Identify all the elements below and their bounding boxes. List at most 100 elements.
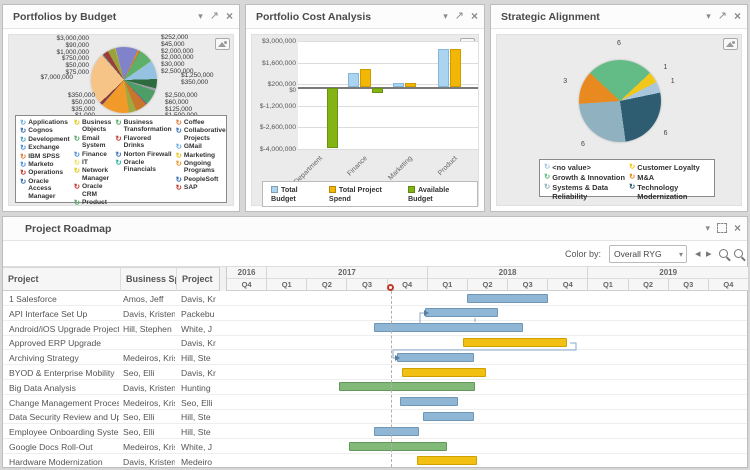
bar-total-project-spend[interactable] [404, 82, 416, 88]
bar-available-budget[interactable] [326, 88, 338, 149]
scroll-right-icon[interactable]: ▸ [706, 248, 712, 260]
gantt-bar[interactable] [463, 337, 567, 347]
export-image-icon[interactable] [723, 38, 738, 50]
project-row[interactable]: Employee Onboarding System Set-Up Seo, El… [3, 424, 747, 440]
panel-expand-icon[interactable]: ↗ [717, 10, 727, 22]
legend-item[interactable]: ↻ Development [20, 135, 70, 143]
legend-item[interactable]: ↻ Coffee [176, 119, 226, 127]
legend-item[interactable]: ↻ M&A [629, 173, 710, 182]
legend-item[interactable]: ↻ Customer Loyalty [629, 163, 710, 172]
column-header-project[interactable]: Project [3, 268, 121, 292]
project-row[interactable]: Archiving Strategy Medeiros, Kristyn Hill,… [3, 350, 747, 366]
legend-item[interactable]: ↻ GMail [175, 142, 226, 152]
legend-item[interactable]: ↻ Flavored Drinks [115, 135, 171, 150]
bar-total-budget[interactable] [392, 82, 404, 88]
export-image-icon[interactable] [215, 38, 230, 50]
panel-menu-caret-icon[interactable]: ▾ [443, 11, 448, 21]
panel-close-icon[interactable]: × [733, 9, 741, 23]
alignment-pie[interactable] [579, 60, 661, 142]
color-by-select[interactable]: Overall RYG ▾ [609, 245, 687, 263]
pie-value-label: $350,000 [67, 92, 95, 99]
column-header-business-sponsor[interactable]: Business Spon [121, 268, 177, 292]
panel-menu-caret-icon[interactable]: ▾ [706, 11, 711, 21]
panel-header: Portfolio Cost Analysis ▾ ↗ × [246, 5, 484, 29]
project-row[interactable]: Big Data Analysis Davis, Kristen Hunting [3, 380, 747, 395]
gantt-bar[interactable] [338, 382, 476, 392]
bar-total-budget[interactable] [347, 73, 359, 88]
gantt-bar[interactable] [417, 456, 478, 466]
bar-total-project-spend[interactable] [449, 49, 461, 88]
project-row[interactable]: Hardware Modernization Davis, Kristen Mede… [3, 454, 747, 467]
legend-item[interactable]: ↻ Oracle Financials [115, 159, 171, 174]
gantt-bar[interactable] [397, 352, 474, 362]
legend-item[interactable]: ↻ Business Transformation [115, 119, 171, 134]
panel-expand-icon[interactable]: ↗ [454, 10, 464, 22]
legend-item[interactable]: Total Budget [271, 185, 319, 203]
project-row[interactable]: 1 Salesforce Amos, Jeff Davis, Kr [3, 291, 747, 306]
panel-menu-caret-icon[interactable]: ▾ [705, 223, 710, 233]
legend-item[interactable]: ↻ Network Manager [74, 167, 112, 182]
today-marker-dot[interactable] [387, 284, 395, 291]
project-row[interactable]: Change Management Process Rollout Medeiro… [3, 395, 747, 410]
legend-item[interactable]: ↻ Oracle Access Manager [20, 178, 70, 200]
project-row[interactable]: Approved ERP Upgrade Davis, Kr [3, 335, 747, 351]
legend-item[interactable]: ↻ SAP [176, 184, 226, 192]
gantt-bar[interactable] [373, 426, 420, 436]
legend-item[interactable]: ↻ Systems & Data Reliability [544, 183, 625, 201]
bar-total-budget[interactable] [437, 49, 449, 88]
legend-item[interactable]: Total Project Spend [328, 185, 398, 203]
panel-menu-caret-icon[interactable]: ▾ [198, 11, 203, 21]
legend-item[interactable]: ↻ PeopleSoft [176, 175, 226, 183]
bar-total-project-spend[interactable] [359, 68, 371, 88]
scroll-left-icon[interactable]: ◂ [695, 248, 701, 260]
column-header-project-manager[interactable]: Project [182, 274, 213, 284]
gantt-bar[interactable] [348, 441, 448, 451]
zoom-in-icon[interactable] [734, 249, 743, 258]
legend-item[interactable]: ↻ Marketo [20, 161, 70, 169]
legend-item[interactable]: ↻ Business Objects [74, 119, 112, 134]
budget-legend: ↻ Applications ↻ Cognos ↻ Development ↻ Exchang… [15, 115, 227, 207]
legend-item[interactable]: ↻ Norton Firewall [115, 150, 171, 158]
legend-item[interactable]: ↻ Ongoing Programs [176, 160, 226, 175]
legend-item[interactable]: ↻ Product [74, 199, 112, 207]
project-row[interactable]: API Interface Set Up Davis, Kristen Packeb… [3, 306, 747, 321]
legend-label: Applications [28, 119, 68, 126]
legend-item[interactable]: ↻ <no value> [544, 163, 625, 172]
business-sponsor-cell: Davis, Kristen [123, 382, 175, 393]
legend-item[interactable]: ↻ Email System [74, 135, 112, 150]
legend-item[interactable]: ↻ Finance [74, 150, 112, 158]
legend-item[interactable]: ↻ Cognos [20, 127, 70, 135]
project-row[interactable]: Android/iOS Upgrade Project Hill, Stephen… [3, 321, 747, 336]
gantt-bar[interactable] [423, 411, 474, 421]
budget-pie[interactable] [91, 47, 157, 113]
bar-available-budget[interactable] [371, 88, 383, 93]
panel-restore-icon[interactable] [716, 223, 727, 233]
zoom-out-icon[interactable] [719, 249, 728, 258]
legend-item[interactable]: ↻ Operations [20, 169, 70, 177]
legend-item[interactable]: ↻ Oracle CRM [74, 183, 112, 198]
legend-item[interactable]: ↻ IBM SPSS [20, 152, 70, 160]
gantt-bar[interactable] [466, 293, 549, 303]
legend-item[interactable]: ↻ Growth & Innovation [544, 173, 625, 182]
panel-close-icon[interactable]: × [470, 9, 478, 23]
panel-close-icon[interactable]: × [225, 9, 233, 23]
panel-close-icon[interactable]: × [733, 221, 741, 235]
legend-item[interactable]: ↻ Applications [20, 119, 70, 127]
project-row[interactable]: Google Docs Roll-Out Medeiros, Kristyn Whi… [3, 439, 747, 454]
panel-expand-icon[interactable]: ↗ [209, 10, 219, 22]
legend-item[interactable]: ↻ Marketing [176, 151, 226, 159]
legend-item[interactable]: Available Budget [407, 185, 469, 203]
legend-item[interactable]: ↻ Technology Modernization [629, 183, 710, 201]
gantt-bar[interactable] [400, 397, 459, 407]
gantt-bar[interactable] [425, 308, 499, 318]
legend-item[interactable]: ↻ IT [74, 159, 112, 167]
legend-swatch-icon: ↻ [175, 142, 182, 152]
legend-item[interactable]: ↻ Collaborative Projects [176, 127, 226, 142]
project-row[interactable]: Data Security Review and Upgrade Seo, Ell… [3, 409, 747, 425]
project-row[interactable]: BYOD & Enterprise Mobility Seo, Elli Davis… [3, 365, 747, 380]
project-name-cell: Approved ERP Upgrade [9, 338, 102, 349]
legend-item[interactable]: ↻ Exchange [20, 144, 70, 152]
legend-label: PeopleSoft [183, 175, 219, 183]
gantt-bar[interactable] [373, 323, 523, 333]
gantt-bar[interactable] [402, 367, 486, 377]
